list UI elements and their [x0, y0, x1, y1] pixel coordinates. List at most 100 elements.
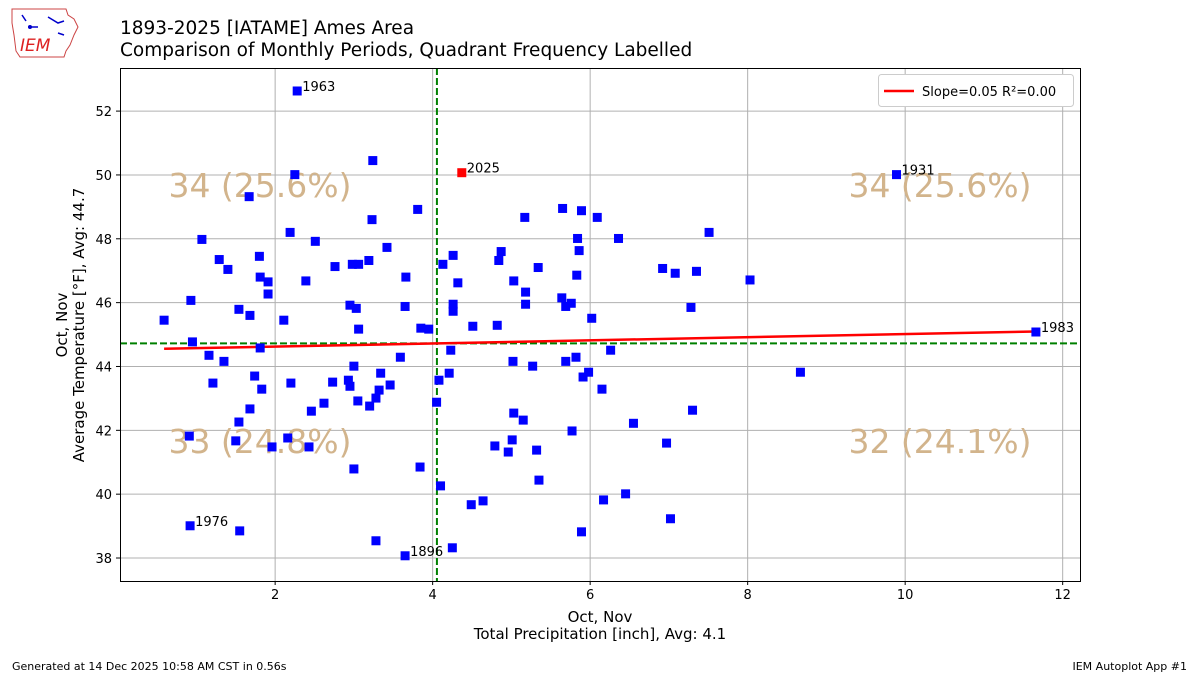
quadrant-label-top-right: 34 (25.6%): [848, 166, 1031, 205]
y-tick-label: 42: [95, 424, 112, 439]
data-point: [283, 433, 293, 443]
data-point: [509, 408, 519, 418]
data-point: [263, 289, 273, 299]
data-point: [285, 227, 295, 237]
data-point: [219, 356, 229, 366]
data-point: [395, 352, 405, 362]
data-point: [576, 206, 586, 216]
data-point: [197, 234, 207, 244]
data-point: [186, 295, 196, 305]
data-point: [343, 375, 353, 385]
data-point: [234, 304, 244, 314]
data-point: [670, 268, 680, 278]
chart-subtitle: Comparison of Monthly Periods, Quadrant …: [120, 40, 693, 61]
data-point: [573, 233, 583, 243]
data-point: [571, 352, 581, 362]
data-point: [508, 356, 518, 366]
y-tick-label: 52: [95, 105, 112, 120]
data-point: [597, 384, 607, 394]
x-tick-label: 2: [271, 588, 279, 603]
quadrant-label-top-left: 34 (25.6%): [168, 166, 351, 205]
data-point: [567, 426, 577, 436]
data-point: [438, 259, 448, 269]
data-point: [319, 398, 329, 408]
data-point: [367, 215, 377, 225]
data-point: [351, 303, 361, 313]
data-point: [400, 551, 410, 561]
data-point: [521, 299, 531, 309]
data-point: [691, 266, 701, 276]
data-point: [561, 301, 571, 311]
quadrant-label-bottom-right: 32 (24.1%): [848, 422, 1031, 461]
x-tick-label: 10: [897, 588, 914, 603]
data-point: [250, 371, 260, 381]
data-point: [688, 405, 698, 415]
quadrant-label-bottom-left: 33 (24.8%): [168, 422, 351, 461]
data-point: [494, 255, 504, 265]
data-point: [509, 276, 519, 286]
data-point: [416, 323, 426, 333]
legend-label: Slope=0.05 R²=0.00: [922, 85, 1056, 100]
generated-timestamp: Generated at 14 Dec 2025 10:58 AM CST in…: [12, 660, 287, 673]
data-point: [415, 462, 425, 472]
data-point: [576, 527, 586, 537]
data-point: [561, 356, 571, 366]
data-point: [208, 378, 218, 388]
data-point: [1031, 327, 1041, 337]
y-tick-label: 46: [95, 297, 112, 312]
x-axis-label-1: Oct, Nov: [568, 608, 633, 626]
data-point: [374, 385, 384, 395]
data-point: [349, 361, 359, 371]
data-point: [400, 301, 410, 311]
data-point: [330, 262, 340, 272]
data-point: [354, 324, 364, 334]
data-point: [413, 204, 423, 214]
data-point: [244, 192, 254, 202]
data-point: [448, 306, 458, 316]
x-tick-label: 6: [586, 588, 594, 603]
data-point: [578, 372, 588, 382]
y-tick-label: 48: [95, 233, 112, 248]
data-point: [496, 247, 506, 257]
data-point: [306, 406, 316, 416]
app-label: IEM Autoplot App #1: [1072, 660, 1187, 673]
y-tick-label: 40: [95, 488, 112, 503]
point-label: 1896: [410, 545, 443, 560]
data-point: [185, 521, 195, 531]
data-point: [290, 170, 300, 180]
data-point: [255, 272, 265, 282]
data-point: [606, 345, 616, 355]
data-point: [466, 500, 476, 510]
data-point: [368, 156, 378, 166]
data-point: [557, 293, 567, 303]
data-point: [328, 377, 338, 387]
data-point: [503, 447, 513, 457]
data-point: [382, 242, 392, 252]
iem-logo: IEM: [11, 8, 79, 58]
data-point: [566, 298, 576, 308]
y-tick-label: 44: [95, 360, 112, 375]
data-point: [347, 259, 357, 269]
data-point: [532, 445, 542, 455]
data-point: [658, 263, 668, 273]
data-point: [245, 310, 255, 320]
data-point: [235, 526, 245, 536]
data-point: [704, 227, 714, 237]
data-point: [448, 250, 458, 260]
data-point: [745, 275, 755, 285]
data-point: [432, 397, 442, 407]
data-point: [468, 321, 478, 331]
data-point: [345, 300, 355, 310]
data-point: [304, 442, 314, 452]
data-point: [245, 404, 255, 414]
data-point: [434, 375, 444, 385]
data-point: [364, 255, 374, 265]
point-label: 1976: [195, 515, 228, 530]
data-point: [345, 381, 355, 391]
data-point: [214, 255, 224, 265]
data-point: [234, 417, 244, 427]
data-point: [159, 315, 169, 325]
data-point: [371, 393, 381, 403]
data-point: [286, 378, 296, 388]
